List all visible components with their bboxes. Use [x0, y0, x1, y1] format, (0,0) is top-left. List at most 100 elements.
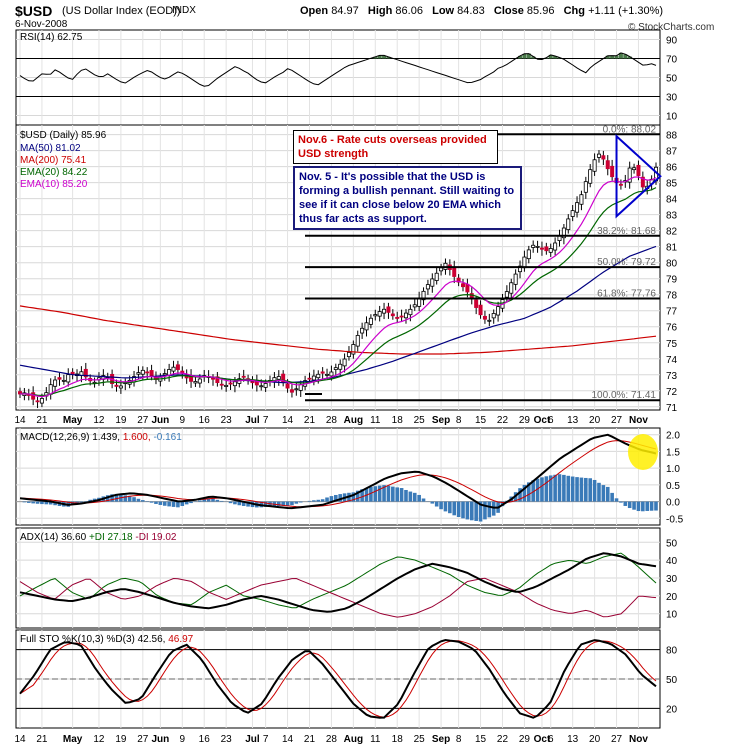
price-candle	[298, 384, 303, 391]
macd-histogram-bar	[461, 501, 465, 519]
price-xaxis-label: 21	[36, 415, 48, 426]
price-candle	[421, 290, 426, 301]
price-candle	[373, 314, 378, 317]
macd-histogram-bar	[632, 501, 636, 510]
macd-histogram-bar	[601, 485, 606, 502]
bottom-xaxis-label: Nov	[629, 734, 648, 745]
price-candle	[452, 266, 457, 277]
bottom-xaxis-label: 23	[221, 734, 233, 745]
copyright: © StockCharts.com	[628, 22, 715, 33]
macd-histogram-bar	[474, 501, 478, 521]
macd-histogram-bar	[219, 500, 224, 502]
price-candle	[114, 384, 119, 387]
price-xaxis-label: Sep	[432, 415, 450, 426]
macd-histogram-bar	[276, 501, 281, 507]
macd-histogram-bar	[579, 477, 584, 502]
fib-level-label: 61.8%: 77.76	[597, 289, 656, 300]
price-candle	[224, 384, 229, 387]
price-panel-tick-label: 84	[666, 195, 678, 206]
ema10-line	[19, 176, 657, 398]
price-candle	[491, 313, 496, 319]
annotation-nov6: Nov.6 - Rate cuts overseas provided USD …	[293, 130, 498, 164]
price-candle	[618, 183, 623, 186]
macd-histogram-bar	[465, 501, 470, 520]
price-candle	[70, 371, 75, 375]
price-panel-tick-label: 81	[666, 243, 678, 254]
price-xaxis-label: 27	[611, 415, 623, 426]
price-candle	[259, 385, 264, 388]
macd-histogram-bar	[557, 474, 562, 502]
price-candle	[333, 367, 338, 370]
macd-histogram-bar	[215, 499, 220, 502]
bottom-xaxis-label: 25	[414, 734, 426, 745]
price-candle	[403, 312, 408, 319]
macd-histogram-bar	[329, 496, 334, 502]
price-panel-tick-label: 79	[666, 275, 678, 286]
macd-histogram-bar	[408, 491, 413, 502]
price-xaxis-label: 9	[180, 415, 186, 426]
price-xaxis-label: 19	[115, 415, 127, 426]
fib-level-label: 50.0%: 79.72	[597, 257, 656, 268]
bottom-xaxis-label: Jun	[151, 734, 169, 745]
macd-histogram-bar	[443, 501, 448, 512]
price-candle	[640, 176, 645, 188]
macd-histogram-bar	[439, 501, 443, 510]
bottom-xaxis-label: 20	[589, 734, 601, 745]
price-xaxis-label: Oct	[534, 415, 551, 426]
macd-histogram-bar	[605, 486, 610, 502]
price-candle	[425, 284, 430, 290]
price-candle	[561, 227, 566, 239]
macd-histogram-bar	[184, 501, 189, 505]
price-candle	[355, 335, 360, 347]
bottom-xaxis-label: 14	[14, 734, 26, 745]
macd-histogram-bar	[105, 495, 110, 502]
bottom-xaxis-label: 14	[282, 734, 294, 745]
macd-histogram-bar	[176, 501, 180, 508]
quote-bar: Open 84.97 High 86.06 Low 84.83 Close 85…	[300, 5, 663, 17]
price-xaxis-label: 12	[93, 415, 105, 426]
price-candle	[83, 368, 88, 378]
macd-panel-frame	[15, 427, 661, 526]
macd-histogram-bar	[149, 501, 154, 503]
price-candle	[601, 155, 606, 160]
macd-histogram-bar	[391, 486, 395, 502]
price-candle	[136, 372, 141, 375]
price-candle	[31, 392, 36, 400]
price-candle	[482, 315, 487, 320]
sto-panel-tick-label: 20	[666, 704, 678, 715]
price-candle	[241, 375, 246, 378]
price-candle	[382, 308, 387, 314]
bottom-xaxis-label: 8	[456, 734, 462, 745]
sto-panel-tick-label: 80	[666, 646, 678, 657]
macd-histogram-bar	[417, 494, 421, 502]
price-xaxis-label: 14	[14, 415, 26, 426]
bottom-xaxis-label: 13	[567, 734, 579, 745]
price-candle	[535, 245, 540, 248]
price-candle	[320, 371, 325, 374]
price-candle	[539, 247, 544, 250]
bottom-xaxis-label: 18	[392, 734, 404, 745]
price-candle	[412, 304, 417, 308]
macd-histogram-bar	[312, 500, 316, 502]
rsi-legend: RSI(14) 62.75	[20, 32, 83, 43]
macd-histogram-bar	[320, 499, 325, 502]
macd-histogram-bar	[636, 501, 641, 512]
price-candle	[311, 375, 316, 381]
bottom-xaxis-label: 27	[137, 734, 149, 745]
sto-k-line	[19, 638, 657, 719]
price-candle	[175, 364, 180, 370]
price-candle	[474, 299, 479, 308]
macd-histogram-bar	[627, 501, 632, 509]
macd-histogram-bar	[334, 494, 338, 502]
macd-histogram-bar	[654, 501, 658, 511]
price-candle	[487, 319, 492, 322]
macd-histogram-bar	[136, 498, 141, 502]
price-candle	[351, 344, 356, 355]
sto-panel-tick-label: 50	[666, 675, 678, 686]
price-candle	[140, 369, 145, 375]
macd-histogram-bar	[180, 501, 185, 506]
price-candle	[197, 378, 202, 384]
chart-date: 6-Nov-2008	[15, 19, 68, 30]
price-xaxis-label: Aug	[344, 415, 363, 426]
bullish-pennant	[615, 133, 662, 219]
